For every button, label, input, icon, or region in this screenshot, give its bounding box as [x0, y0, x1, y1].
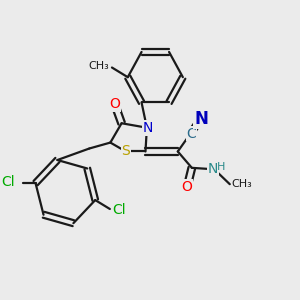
Text: O: O: [109, 97, 120, 111]
Text: Cl: Cl: [1, 175, 14, 189]
Text: CH₃: CH₃: [88, 61, 109, 71]
Text: O: O: [182, 180, 193, 194]
Text: N: N: [194, 110, 208, 128]
Text: C: C: [186, 127, 196, 141]
Text: H: H: [217, 162, 226, 172]
Text: S: S: [122, 145, 130, 158]
Text: N: N: [143, 121, 154, 135]
Text: Cl: Cl: [113, 203, 126, 218]
Text: CH₃: CH₃: [231, 179, 252, 189]
Text: N: N: [208, 162, 218, 176]
